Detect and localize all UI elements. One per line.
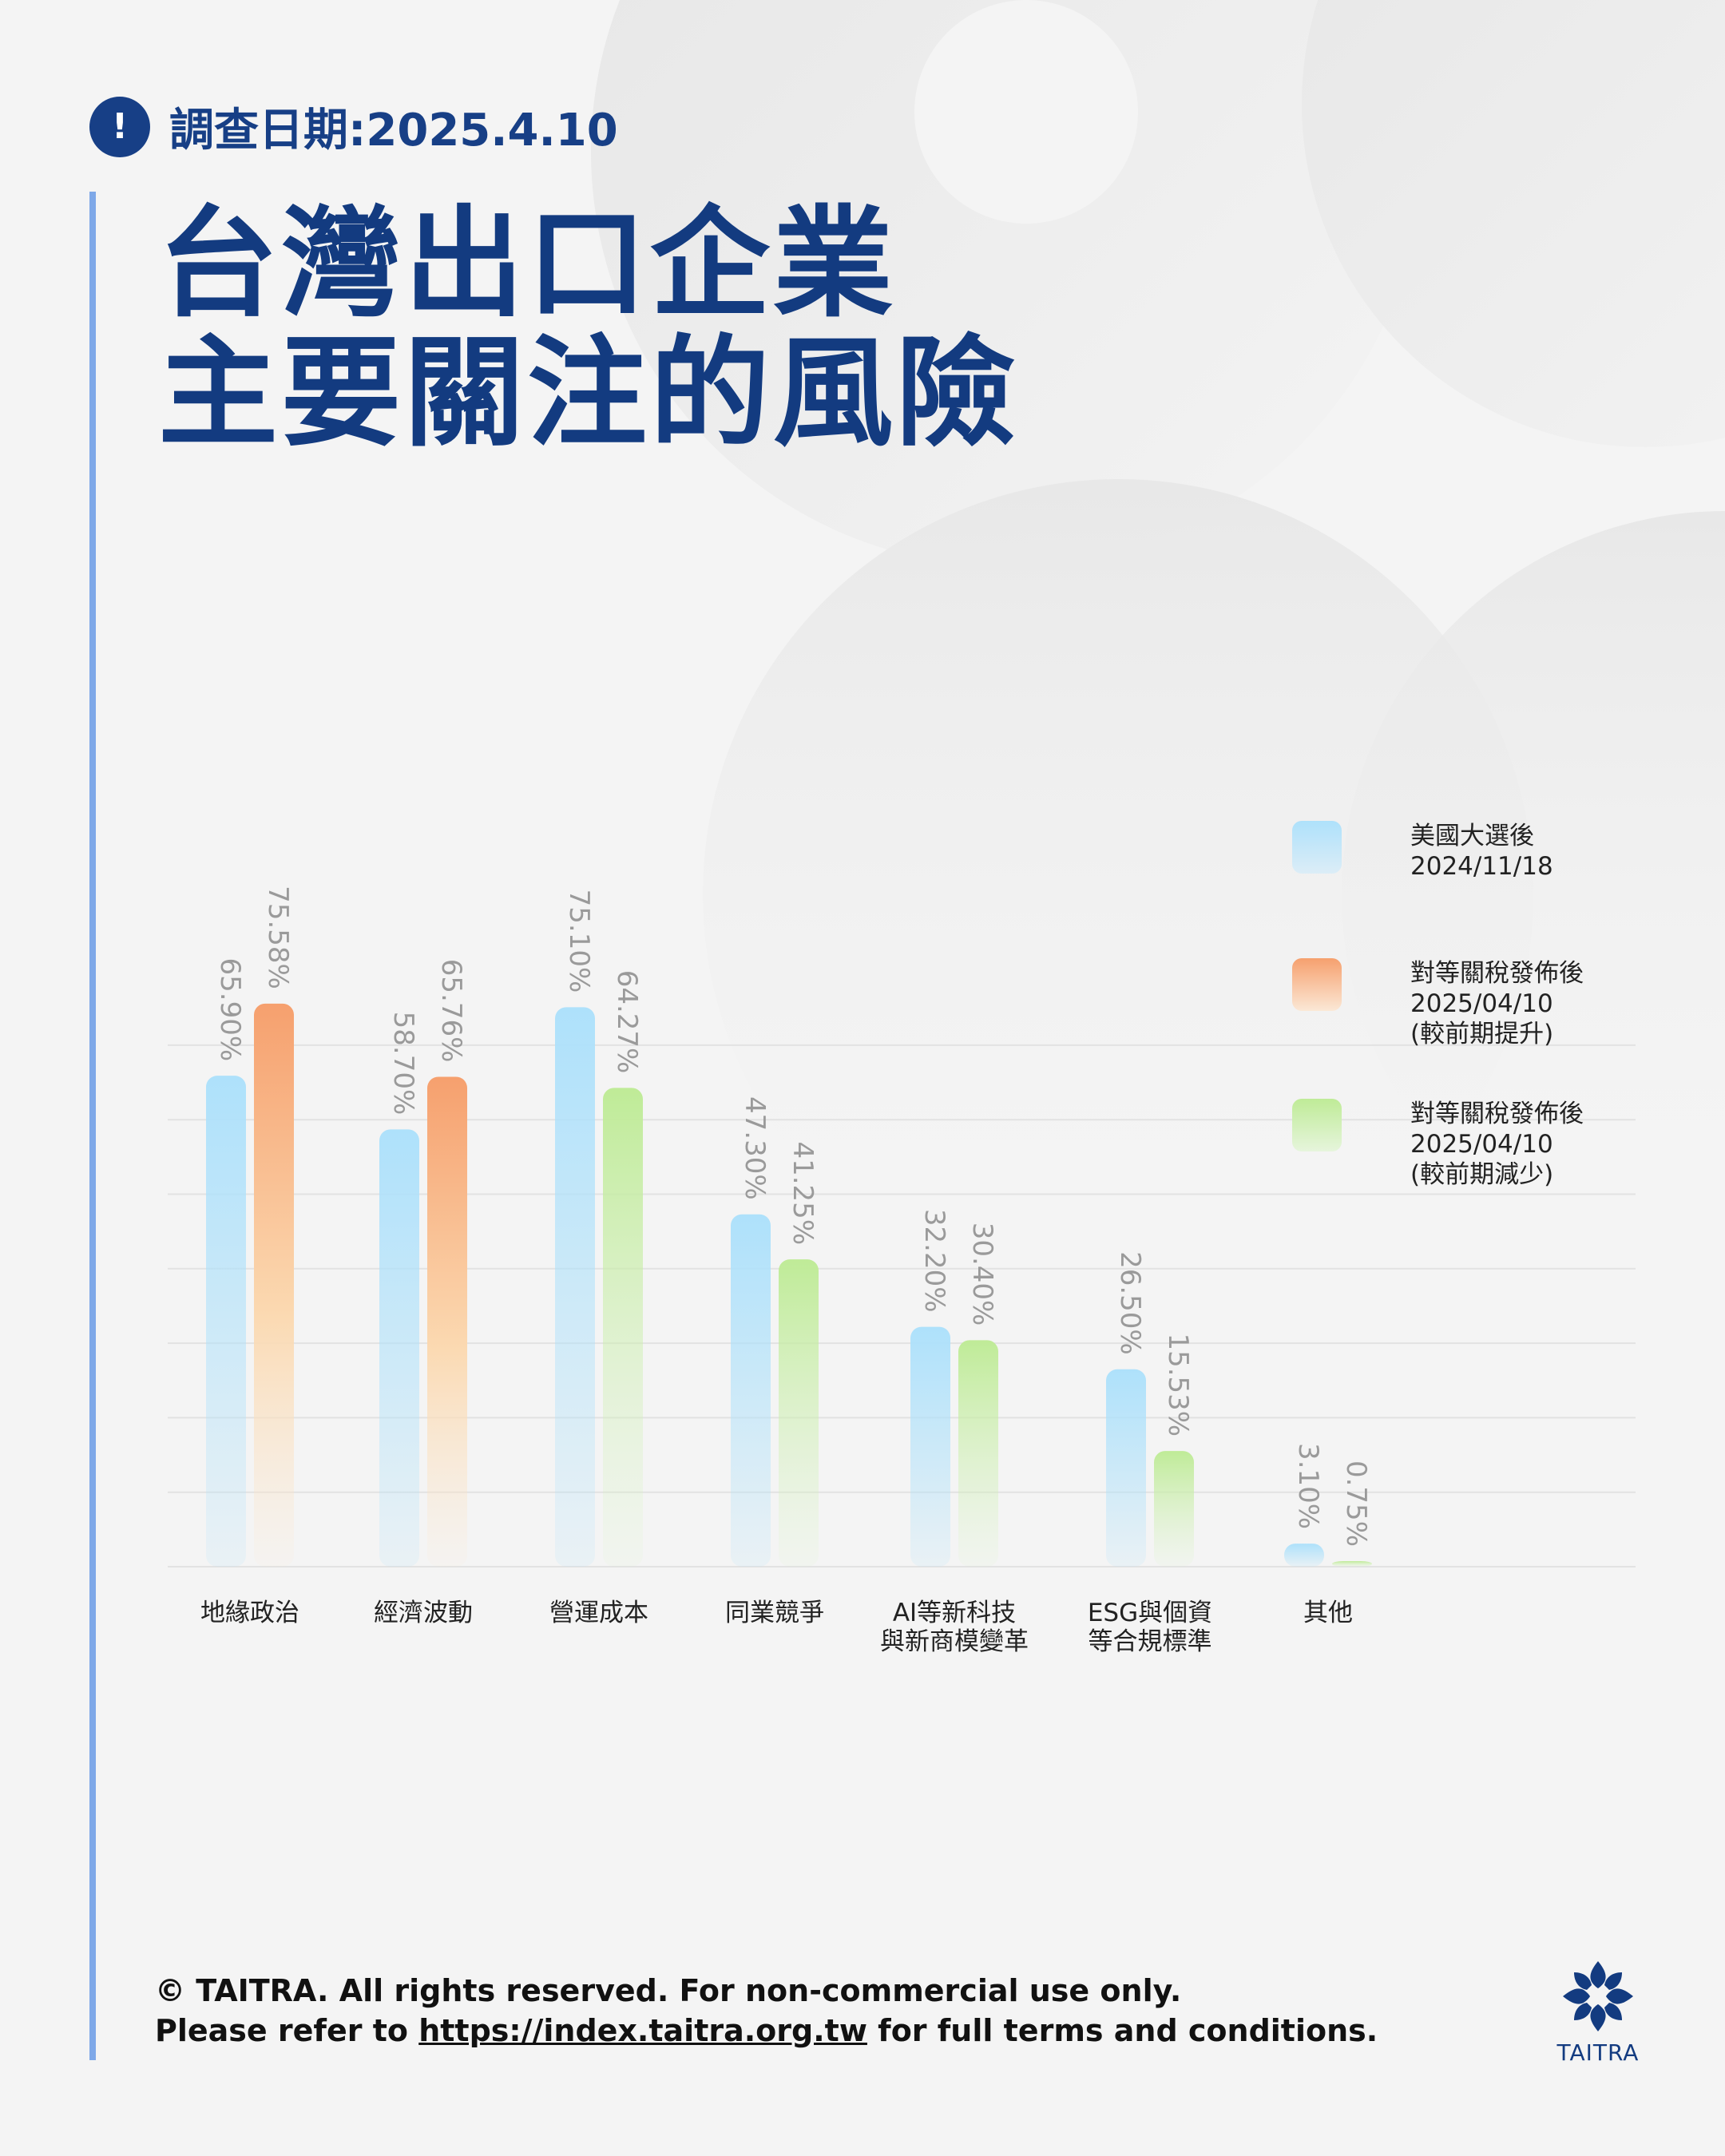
- bar-series1-4: [910, 1326, 950, 1567]
- value-label-series1-2: 75.10%: [563, 890, 595, 993]
- category-label-3: 同業競爭: [725, 1599, 824, 1627]
- taitra-logo-icon: [1563, 1961, 1633, 2031]
- category-label-5: ESG與個資: [1088, 1599, 1212, 1627]
- footer-prefix: Please refer to: [155, 2013, 419, 2048]
- bar-series1-2: [555, 1007, 595, 1567]
- page-title: 台灣出口企業 主要關注的風險: [158, 200, 1019, 458]
- category-label-1: 經濟波動: [374, 1599, 473, 1627]
- category-label-5: 等合規標準: [1089, 1627, 1212, 1656]
- value-label-series2-0: 75.58%: [262, 886, 294, 989]
- bar-series1-5: [1106, 1369, 1146, 1567]
- legend-item-blue: 美國大選後 2024/11/18: [1292, 821, 1584, 958]
- bar-series1-6: [1284, 1544, 1324, 1567]
- value-label-series1-0: 65.90%: [214, 957, 246, 1061]
- value-label-series1-5: 26.50%: [1114, 1251, 1146, 1355]
- bar-series1-1: [379, 1129, 419, 1567]
- left-accent-line: [89, 192, 96, 2060]
- bar-series2-6: [1332, 1561, 1372, 1567]
- value-label-series1-6: 3.10%: [1292, 1443, 1324, 1529]
- value-label-series2-6: 0.75%: [1340, 1460, 1372, 1547]
- legend-item-green: 對等關稅發佈後 2025/04/10 (較前期減少): [1292, 1099, 1584, 1195]
- value-label-series1-1: 58.70%: [387, 1012, 419, 1116]
- category-label-4: AI等新科技: [893, 1599, 1016, 1627]
- bar-series2-0: [254, 1003, 294, 1567]
- value-label-series2-4: 30.40%: [966, 1223, 998, 1326]
- footer-copyright: © TAITRA. All rights reserved. For non-c…: [155, 1971, 1378, 2051]
- title-line-1: 台灣出口企業: [158, 195, 897, 334]
- legend-label-orange: 對等關稅發佈後 2025/04/10 (較前期提升): [1410, 959, 1584, 1048]
- category-label-6: 其他: [1303, 1599, 1353, 1627]
- bar-series1-0: [206, 1076, 246, 1567]
- footer-suffix: for full terms and conditions.: [866, 2013, 1378, 2048]
- logo-text: TAITRA: [1556, 2039, 1640, 2066]
- value-label-series1-3: 47.30%: [739, 1096, 771, 1200]
- terms-link[interactable]: https://index.taitra.org.tw: [418, 2013, 867, 2048]
- legend-swatch-green: [1292, 1099, 1342, 1151]
- value-label-series2-3: 41.25%: [787, 1141, 819, 1245]
- legend-label-blue: 美國大選後 2024/11/18: [1410, 822, 1553, 881]
- category-label-0: 地緣政治: [200, 1599, 299, 1627]
- title-line-2: 主要關注的風險: [158, 324, 1020, 463]
- survey-date-row: ! 調查日期:2025.4.10: [89, 94, 618, 159]
- bar-series2-5: [1154, 1451, 1194, 1567]
- legend-label-green: 對等關稅發佈後 2025/04/10 (較前期減少): [1410, 1100, 1584, 1189]
- legend-item-orange: 對等關稅發佈後 2025/04/10 (較前期提升): [1292, 958, 1584, 1099]
- legend-swatch-blue: [1292, 821, 1342, 874]
- bar-series2-3: [779, 1259, 819, 1567]
- value-label-series1-4: 32.20%: [918, 1209, 950, 1313]
- legend-swatch-orange: [1292, 958, 1342, 1011]
- category-label-4: 與新商模變革: [880, 1627, 1029, 1656]
- bar-series2-4: [958, 1340, 998, 1567]
- value-label-series2-1: 65.76%: [435, 959, 467, 1063]
- footer-line-1: © TAITRA. All rights reserved. For non-c…: [155, 1973, 1182, 2008]
- value-label-series2-2: 64.27%: [611, 970, 643, 1074]
- category-label-2: 營運成本: [549, 1599, 648, 1627]
- taitra-logo: TAITRA: [1554, 1958, 1642, 2066]
- alert-icon: !: [89, 96, 150, 157]
- bar-series2-1: [427, 1076, 467, 1567]
- footer-line-2: Please refer to https://index.taitra.org…: [155, 2011, 1378, 2051]
- bar-series2-2: [603, 1088, 643, 1567]
- chart-legend: 美國大選後 2024/11/18 對等關稅發佈後 2025/04/10 (較前期…: [1292, 821, 1584, 1195]
- bar-series1-3: [731, 1214, 771, 1567]
- survey-date: 調查日期:2025.4.10: [169, 105, 618, 157]
- value-label-series2-5: 15.53%: [1162, 1333, 1194, 1437]
